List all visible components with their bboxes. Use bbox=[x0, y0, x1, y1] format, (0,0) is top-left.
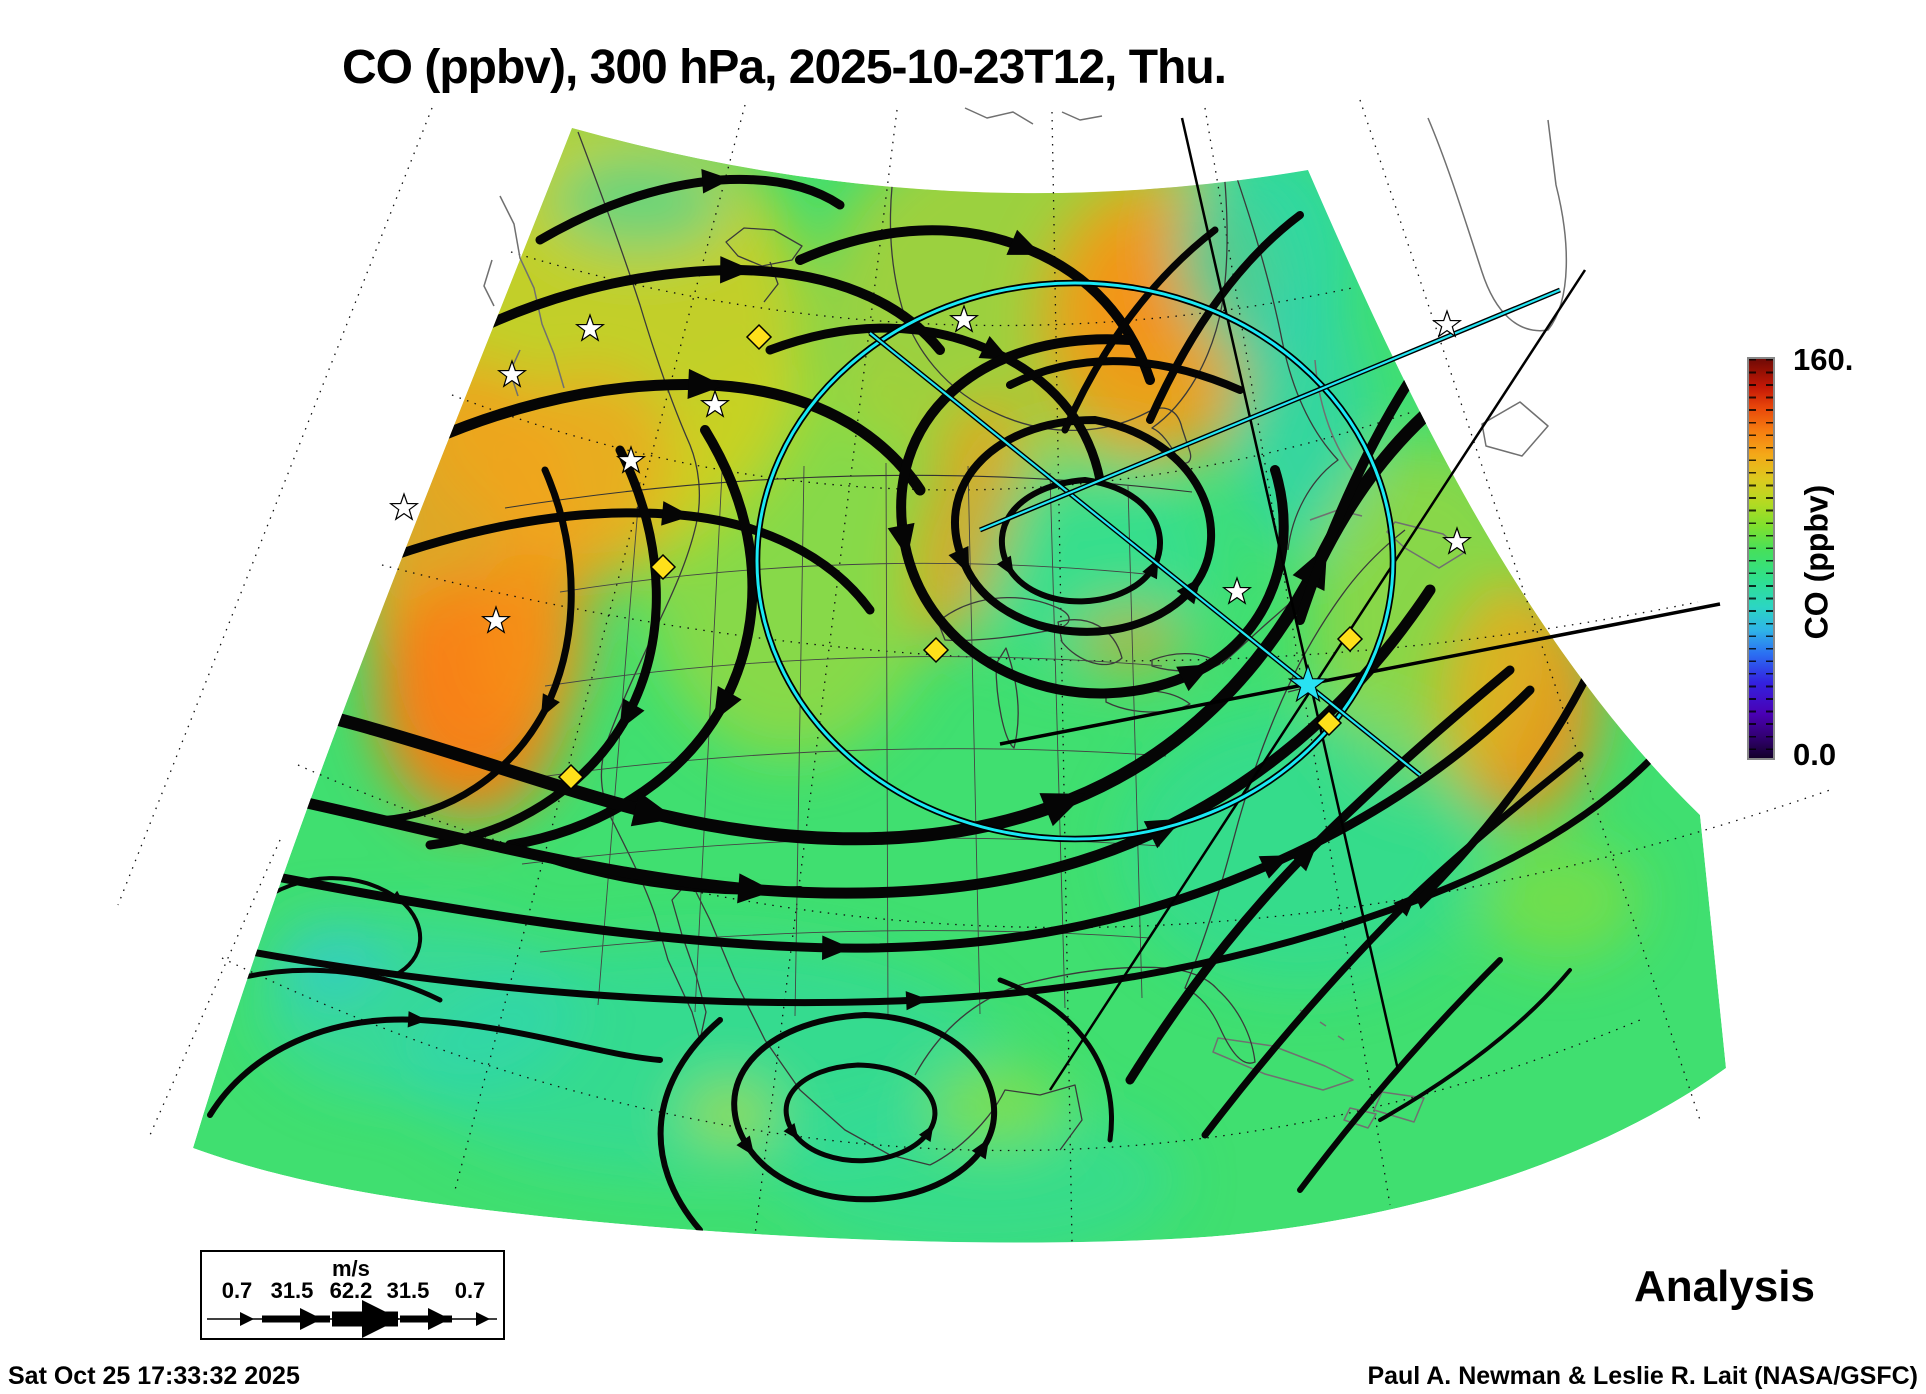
colorbar-min-label: 0.0 bbox=[1793, 737, 1837, 772]
wind-speed-legend-box bbox=[200, 1250, 505, 1340]
streamline bbox=[415, 256, 945, 365]
hispaniola-coastline bbox=[1373, 1091, 1425, 1123]
wind-speed-label: 31.5 bbox=[270, 1278, 314, 1303]
streamline bbox=[1378, 968, 1572, 1122]
plot-title: CO (ppbv), 300 hPa, 2025-10-23T12, Thu. bbox=[342, 41, 1227, 94]
range-ring bbox=[755, 281, 1395, 841]
satellite-overlays bbox=[753, 279, 1561, 843]
streamline bbox=[1125, 665, 1515, 1085]
streamline bbox=[1146, 211, 1304, 424]
wind-speed-label: 0.7 bbox=[454, 1278, 486, 1303]
streamline bbox=[1061, 226, 1219, 434]
colorbar-ticks-left bbox=[1749, 359, 1756, 758]
streamline bbox=[253, 876, 423, 977]
graticule-grid bbox=[117, 99, 1831, 1243]
cuba-coastline bbox=[1212, 1037, 1354, 1091]
credit-line: Paul A. Newman & Leslie R. Lait (NASA/GS… bbox=[1367, 1362, 1918, 1390]
streamline bbox=[1297, 957, 1503, 1193]
nova-scotia-coastline bbox=[1386, 521, 1466, 569]
streamline bbox=[535, 168, 845, 245]
satellite-track-line bbox=[979, 288, 1561, 532]
labrador-coastline bbox=[1221, 134, 1339, 551]
greenland-coastline bbox=[1427, 117, 1568, 332]
alaska-panhandle-coastline bbox=[499, 195, 565, 389]
streamline bbox=[1295, 375, 1415, 625]
section-line bbox=[999, 602, 1721, 746]
jamaica-coastline bbox=[1343, 1107, 1377, 1129]
satellite-track-line bbox=[869, 332, 1421, 776]
wind-legend-arrow bbox=[207, 1300, 497, 1338]
streamline bbox=[997, 977, 1114, 1143]
colorbar-ticks-right bbox=[1766, 359, 1773, 758]
streamline bbox=[783, 1062, 938, 1164]
newfoundland-coastline bbox=[1481, 401, 1549, 457]
arctic-islands-coastline bbox=[964, 107, 1103, 125]
site-star-marker bbox=[390, 493, 418, 520]
run-type-label: Analysis bbox=[1634, 1262, 1815, 1311]
wind-legend-unit-label: m/s bbox=[332, 1256, 370, 1281]
streamline bbox=[765, 323, 1105, 485]
coastlines-outside bbox=[483, 107, 1568, 1129]
parallel-line bbox=[381, 564, 1699, 662]
generation-timestamp: Sat Oct 25 17:33:32 2025 bbox=[8, 1362, 300, 1390]
wind-speed-label: 31.5 bbox=[386, 1278, 430, 1303]
meridian-line bbox=[149, 839, 281, 1136]
colorbar-max-label: 160. bbox=[1793, 342, 1854, 377]
wind-speed-label: 0.7 bbox=[221, 1278, 253, 1303]
streamline bbox=[1006, 357, 1244, 394]
streamline bbox=[425, 445, 661, 850]
parallel-line bbox=[451, 394, 1413, 491]
streamline bbox=[1416, 666, 1594, 904]
streamline bbox=[657, 1017, 723, 1233]
meridian-line bbox=[754, 109, 898, 1236]
wind-streamlines bbox=[194, 168, 1654, 1233]
colorbar-axis-label: CO (ppbv) bbox=[1798, 484, 1835, 640]
parallel-line bbox=[297, 764, 1831, 929]
streamline bbox=[364, 368, 926, 496]
streamline bbox=[731, 1012, 998, 1203]
streamline bbox=[207, 1011, 663, 1118]
streamline bbox=[236, 756, 1654, 1011]
streamline bbox=[1201, 751, 1584, 1139]
streamline bbox=[376, 466, 575, 824]
meridian-line bbox=[1204, 107, 1391, 1206]
section-line bbox=[1180, 117, 1400, 1071]
wind-speed-label: 62.2 bbox=[329, 1278, 373, 1303]
